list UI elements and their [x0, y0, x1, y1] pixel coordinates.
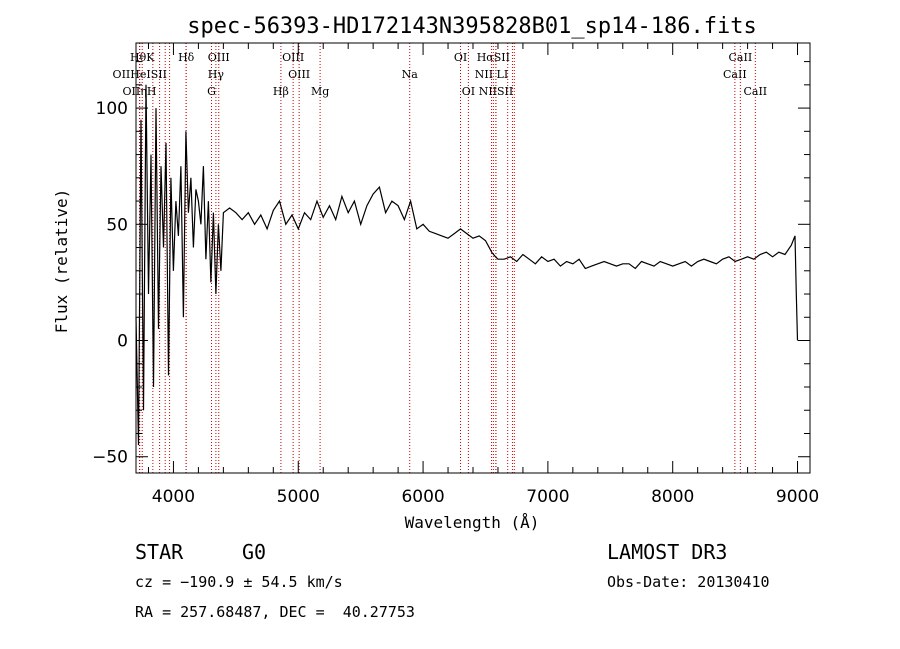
x-axis-label: Wavelength (Å)	[405, 513, 540, 532]
spectral-line-label: G	[207, 85, 216, 98]
x-tick-label: 9000	[776, 487, 819, 507]
plot-frame	[135, 42, 811, 474]
spectrum-series	[135, 84, 799, 446]
spectral-line-label: OI	[462, 85, 475, 98]
axis-ticks: 4000 5000 6000 7000 8000 9000 −50 0 50 100	[92, 43, 819, 507]
spectral-line-label: OIII	[208, 51, 230, 64]
x-tick-label: 5000	[277, 487, 320, 507]
y-tick-label: 100	[96, 99, 128, 119]
spectral-line-label: OI	[454, 51, 467, 64]
y-axis-label: Flux (relative)	[52, 189, 71, 334]
redshift-velocity: cz = −190.9 ± 54.5 km/s	[135, 573, 343, 591]
spectral-line-label: Na	[402, 68, 419, 81]
y-tick-label: 0	[117, 332, 128, 352]
survey-name: LAMOST DR3	[607, 540, 728, 564]
spectral-line-markers	[138, 43, 756, 473]
spectral-line-label: HαSII	[477, 51, 510, 64]
x-tick-label: 4000	[152, 487, 195, 507]
spectral-line-label: CaII	[723, 68, 747, 81]
spectral-line-label: Hβ	[273, 85, 289, 98]
spectral-line-label: Hδ	[178, 51, 195, 64]
spectral-line-labels: HθK OIIHeISII OIIηH Hδ OIII Hγ G OIII OIII Hβ Mg Na…	[113, 51, 768, 98]
x-tick-label: 7000	[526, 487, 569, 507]
y-tick-label: 50	[106, 215, 128, 235]
spectral-line-label: Hγ	[208, 68, 225, 81]
spectral-line-label: OIIηH	[123, 85, 157, 98]
spectral-line-label: CaII	[729, 51, 753, 64]
chart-title: spec-56393-HD172143N395828B01_sp14-186.f…	[187, 14, 757, 39]
spectral-line-label: OIII	[288, 68, 310, 81]
observation-date: Obs-Date: 20130410	[607, 573, 770, 591]
spectral-line-label: OIII	[282, 51, 304, 64]
x-tick-label: 6000	[401, 487, 444, 507]
spectral-line-label: CaII	[743, 85, 767, 98]
spectral-line-label: HθK	[130, 51, 155, 64]
spectrum-line	[135, 84, 799, 446]
spectral-line-label: NII LI	[475, 68, 508, 81]
object-subclass: G0	[242, 540, 267, 564]
spectral-line-label: OIIHeISII	[113, 68, 167, 81]
spectral-line-label: Mg	[311, 85, 329, 98]
coordinates: RA = 257.68487, DEC = 40.27753	[135, 603, 415, 621]
spectral-line-label: NIISII	[479, 85, 514, 98]
y-tick-label: −50	[92, 448, 128, 468]
x-tick-label: 8000	[651, 487, 694, 507]
object-class: STAR	[135, 540, 184, 564]
